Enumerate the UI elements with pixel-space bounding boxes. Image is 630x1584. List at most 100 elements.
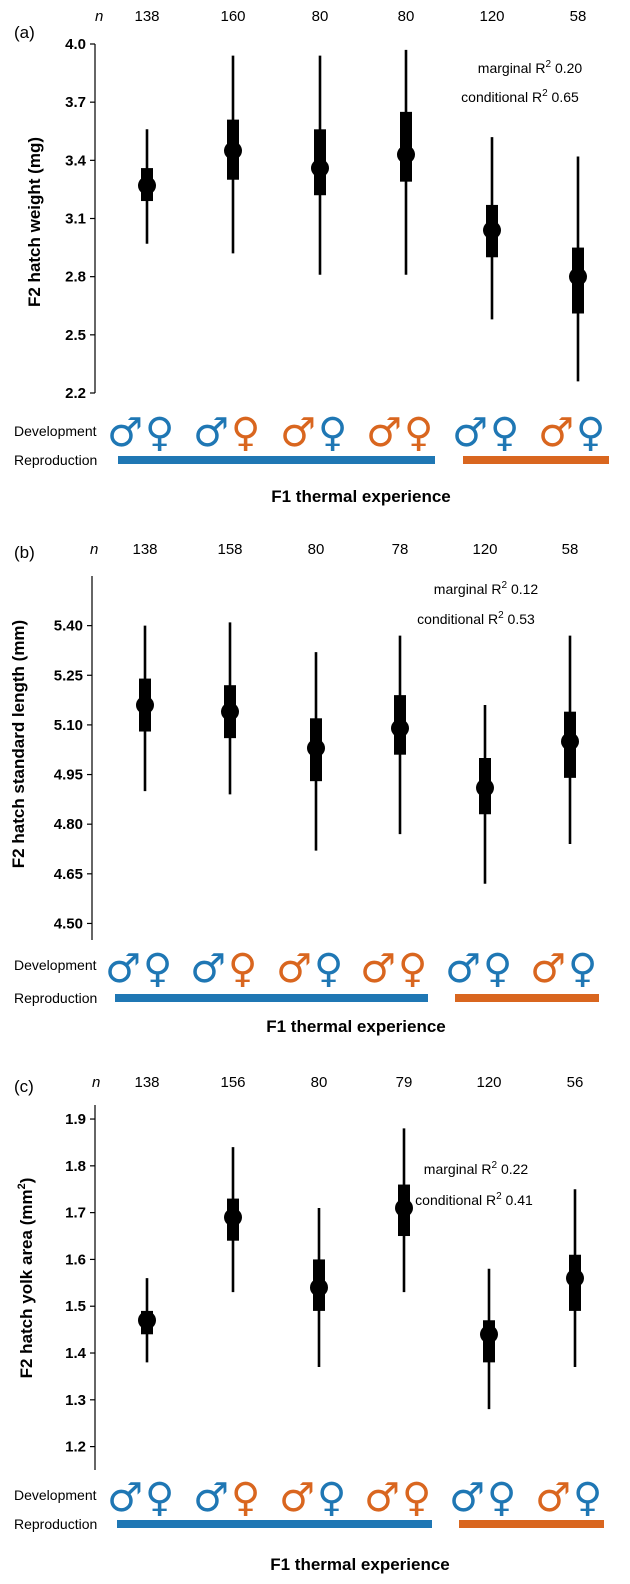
conditional-r2: conditional R2 0.53	[417, 610, 535, 627]
conditional-r2: conditional R2 0.65	[461, 88, 579, 105]
female-symbol: ♀	[490, 410, 519, 456]
n-value: 160	[220, 8, 245, 25]
female-symbol: ♀	[487, 1475, 516, 1521]
point-estimate	[397, 145, 415, 164]
n-header: n	[95, 8, 103, 25]
y-tick-label: 5.10	[54, 717, 83, 734]
female-symbol: ♀	[318, 410, 347, 456]
n-value: 120	[476, 1074, 501, 1091]
male-symbol: ♂	[366, 410, 402, 456]
point-estimate	[561, 732, 579, 751]
female-symbol: ♀	[568, 946, 597, 992]
conditional-r2: conditional R2 0.41	[415, 1191, 533, 1208]
y-tick-label: 4.65	[54, 866, 83, 883]
point-estimate	[307, 739, 325, 758]
n-value: 58	[570, 8, 587, 25]
point-estimate	[221, 702, 239, 721]
x-axis-label: F1 thermal experience	[270, 1555, 450, 1574]
male-symbol: ♂	[279, 1475, 315, 1521]
male-symbol: ♂	[193, 410, 229, 456]
male-symbol: ♂	[364, 1475, 400, 1521]
female-symbol: ♀	[231, 1475, 260, 1521]
point-estimate	[391, 719, 409, 738]
reproduction-bar	[117, 1520, 432, 1528]
male-symbol: ♂	[449, 1475, 485, 1521]
male-symbol: ♂	[360, 946, 396, 992]
n-value: 120	[479, 8, 504, 25]
y-tick-label: 1.8	[65, 1158, 86, 1175]
female-symbol: ♀	[398, 946, 427, 992]
reproduction-label: Reproduction	[14, 452, 97, 468]
data-marks	[136, 622, 579, 884]
reproduction-bar	[455, 994, 599, 1002]
n-values: 138 156 80 79 120 56	[134, 1074, 583, 1091]
data-marks	[138, 1128, 584, 1410]
reproduction-bars	[115, 994, 599, 1002]
point-estimate	[566, 1269, 584, 1288]
point-estimate	[136, 696, 154, 715]
male-symbol: ♂	[107, 1475, 143, 1521]
female-symbol: ♀	[314, 946, 343, 992]
y-tick-label: 1.9	[65, 1111, 86, 1128]
female-symbol: ♀	[145, 1475, 174, 1521]
n-value: 79	[396, 1074, 413, 1091]
male-symbol: ♂	[280, 410, 316, 456]
n-value: 80	[311, 1074, 328, 1091]
marginal-r2: marginal R2 0.20	[478, 59, 583, 76]
y-tick-label: 1.3	[65, 1392, 86, 1409]
point-estimate	[483, 221, 501, 240]
n-values: 138 160 80 80 120 58	[134, 8, 586, 25]
panel-a: (a) n F2 hatch weight (mg) 2.2 2.5 2.8 3.1 3…	[14, 8, 609, 506]
male-symbol: ♂	[535, 1475, 571, 1521]
male-symbol: ♂	[193, 1475, 229, 1521]
male-symbol: ♂	[452, 410, 488, 456]
data-marks	[138, 49, 587, 382]
reproduction-bars	[118, 456, 609, 464]
y-tick-label: 4.95	[54, 767, 83, 784]
female-symbol: ♀	[231, 410, 260, 456]
female-symbol: ♀	[317, 1475, 346, 1521]
x-axis-label: F1 thermal experience	[271, 487, 451, 506]
panel-label: (b)	[14, 543, 35, 562]
n-value: 156	[220, 1074, 245, 1091]
n-value: 80	[312, 8, 329, 25]
point-estimate	[138, 176, 156, 195]
reproduction-bar	[459, 1520, 604, 1528]
reproduction-bars	[117, 1520, 604, 1528]
female-symbol: ♀	[145, 410, 174, 456]
n-value: 56	[567, 1074, 584, 1091]
y-tick-label: 1.4	[65, 1345, 87, 1362]
female-symbol: ♀	[483, 946, 512, 992]
male-symbol: ♂	[276, 946, 312, 992]
y-axis-label: F2 hatch standard length (mm)	[9, 620, 28, 868]
male-symbol: ♂	[445, 946, 481, 992]
y-tick-label: 5.25	[54, 667, 83, 684]
reproduction-label: Reproduction	[14, 1516, 97, 1532]
female-symbol: ♀	[404, 410, 433, 456]
n-value: 80	[308, 541, 325, 558]
y-axis-label: F2 hatch yolk area (mm2)	[16, 1178, 36, 1379]
sex-symbols: ♂ ♀ ♂ ♀ ♂ ♀ ♂ ♀ ♂ ♀ ♂ ♀	[107, 410, 605, 456]
panel-label: (a)	[14, 23, 35, 42]
y-tick-label: 4.50	[54, 915, 83, 932]
male-symbol: ♂	[190, 946, 226, 992]
y-tick-label: 4.0	[65, 36, 86, 53]
y-tick-label: 3.1	[65, 211, 86, 228]
reproduction-bar	[463, 456, 609, 464]
panel-label: (c)	[14, 1077, 34, 1096]
point-estimate	[569, 267, 587, 286]
point-estimate	[311, 159, 329, 178]
y-tick-label: 1.2	[65, 1439, 86, 1456]
female-symbol: ♀	[573, 1475, 602, 1521]
y-axis-label: F2 hatch weight (mg)	[25, 137, 44, 307]
male-symbol: ♂	[107, 410, 143, 456]
sex-symbols: ♂ ♀ ♂ ♀ ♂ ♀ ♂ ♀ ♂ ♀ ♂ ♀	[107, 1475, 602, 1521]
male-symbol: ♂	[530, 946, 566, 992]
y-ticks: 1.2 1.3 1.4 1.5 1.6 1.7 1.8 1.9	[65, 1111, 95, 1456]
point-estimate	[480, 1325, 498, 1344]
n-header: n	[90, 541, 98, 558]
development-label: Development	[14, 423, 97, 439]
marginal-r2: marginal R2 0.12	[434, 580, 539, 597]
n-value: 138	[134, 1074, 159, 1091]
